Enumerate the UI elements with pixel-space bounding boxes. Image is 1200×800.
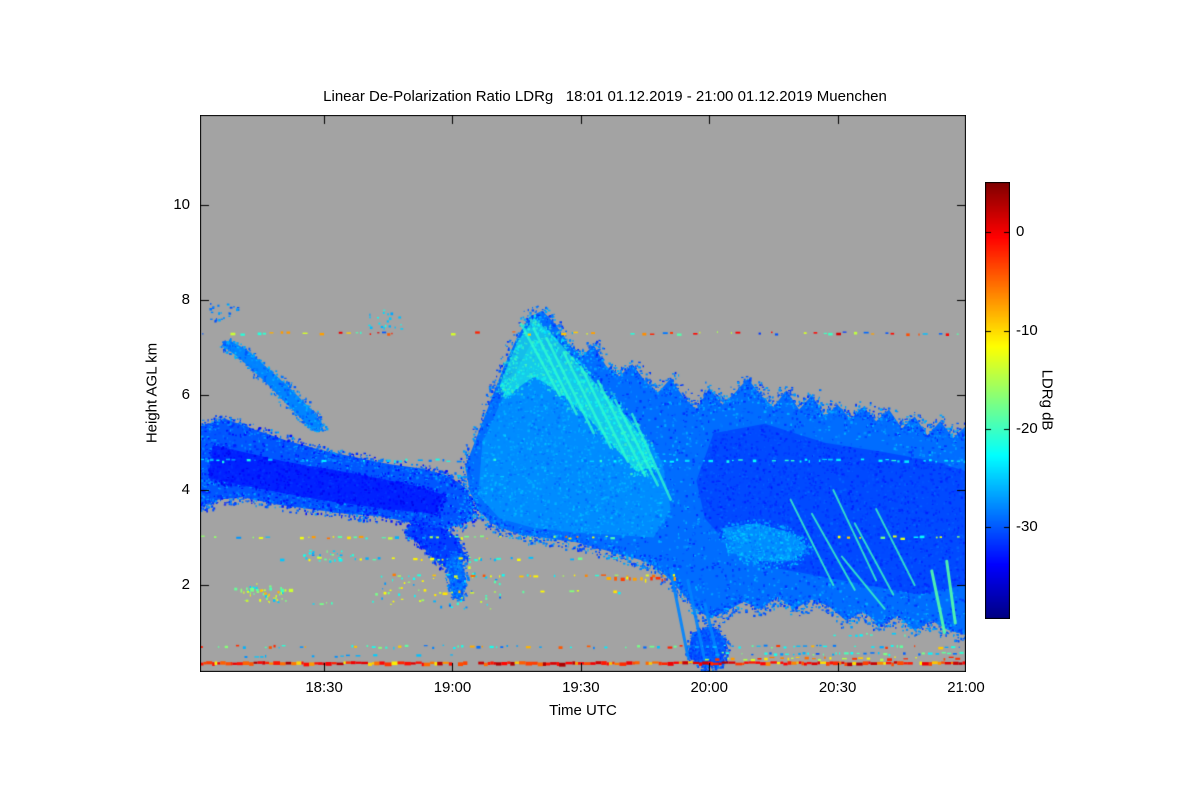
colorbar-tick-label: -20	[1016, 420, 1038, 438]
x-tick-label: 20:30	[818, 679, 857, 696]
colorbar-canvas	[985, 182, 1010, 619]
heatmap-canvas	[200, 115, 966, 672]
x-tick-label: 19:00	[433, 679, 472, 696]
x-axis-label: Time UTC	[549, 702, 617, 719]
x-tick-label: 20:00	[690, 679, 728, 696]
y-tick-label: 8	[181, 291, 190, 309]
x-tick-label: 18:30	[305, 679, 343, 696]
colorbar-tick-label: 0	[1016, 223, 1025, 241]
colorbar-tick-label: -30	[1016, 518, 1038, 536]
y-tick-label: 2	[181, 576, 190, 594]
x-tick-label: 19:30	[562, 679, 600, 696]
x-tick-label: 21:00	[947, 679, 985, 696]
y-tick-label: 4	[181, 481, 190, 499]
y-tick-label: 10	[173, 196, 190, 214]
chart-title: Linear De-Polarization Ratio LDRg 18:01 …	[323, 88, 887, 105]
y-tick-label: 6	[181, 386, 190, 404]
colorbar-tick-label: -10	[1016, 321, 1038, 339]
